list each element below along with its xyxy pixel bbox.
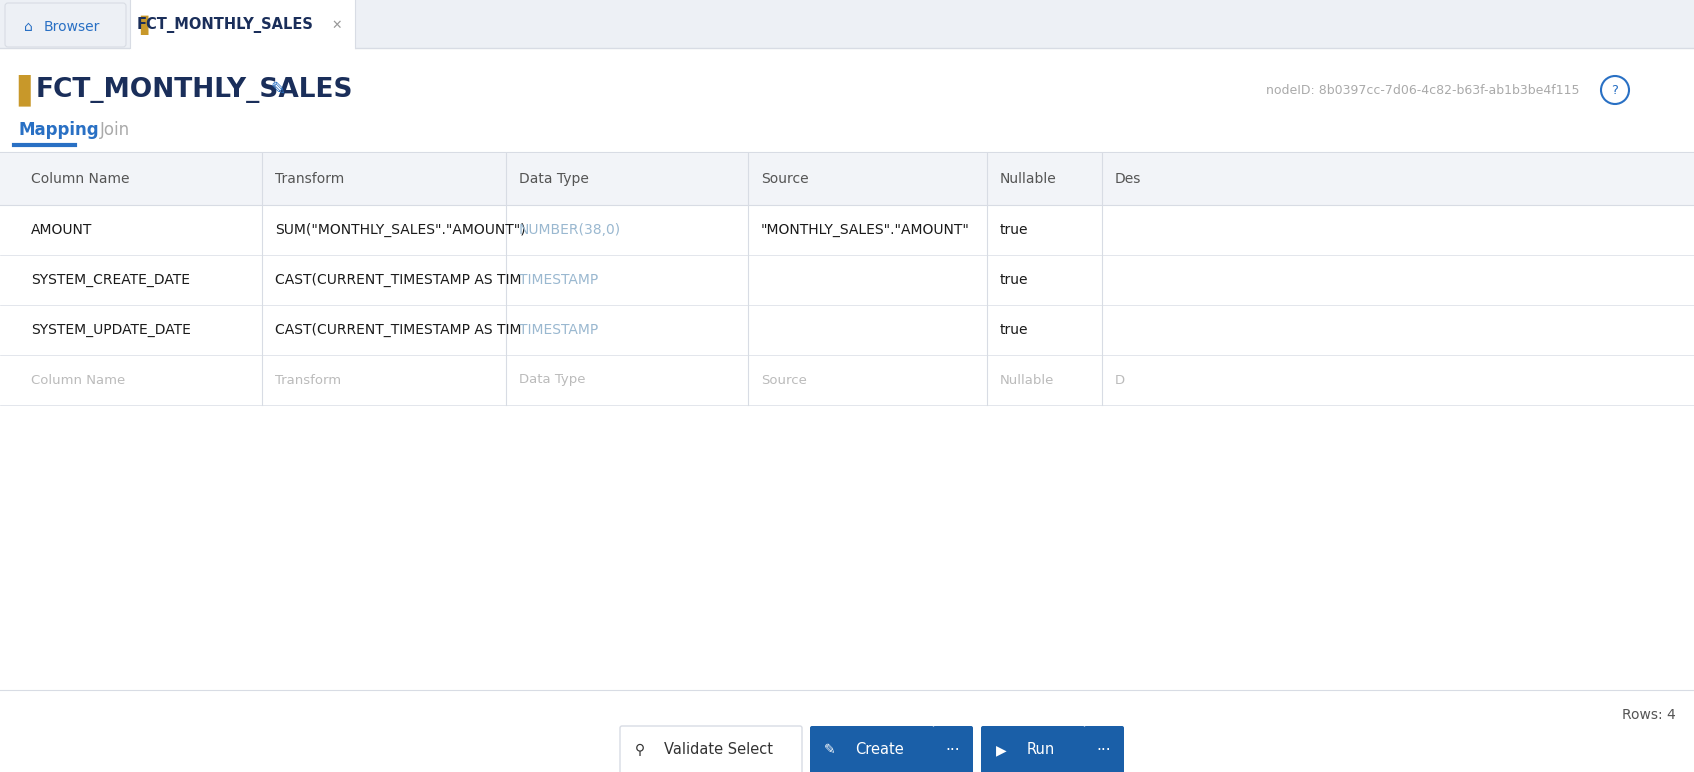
- Text: Transform: Transform: [274, 374, 340, 387]
- Text: ?: ?: [1611, 83, 1618, 96]
- Text: true: true: [999, 223, 1028, 237]
- Text: Data Type: Data Type: [518, 374, 586, 387]
- Text: "MONTHLY_SALES"."AMOUNT": "MONTHLY_SALES"."AMOUNT": [761, 223, 971, 237]
- Text: ⚲: ⚲: [635, 743, 645, 757]
- FancyBboxPatch shape: [1084, 726, 1125, 772]
- Text: Create: Create: [855, 743, 905, 757]
- Text: true: true: [999, 323, 1028, 337]
- Text: TIMESTAMP: TIMESTAMP: [518, 323, 598, 337]
- Text: ···: ···: [1096, 743, 1111, 757]
- Text: CAST(CURRENT_TIMESTAMP AS TIM: CAST(CURRENT_TIMESTAMP AS TIM: [274, 323, 522, 337]
- Text: Browser: Browser: [44, 20, 100, 34]
- Text: Nullable: Nullable: [999, 374, 1054, 387]
- FancyBboxPatch shape: [130, 0, 356, 50]
- FancyBboxPatch shape: [0, 355, 1694, 405]
- Text: SYSTEM_CREATE_DATE: SYSTEM_CREATE_DATE: [30, 273, 190, 287]
- FancyBboxPatch shape: [933, 726, 972, 772]
- Text: Validate Select: Validate Select: [664, 743, 774, 757]
- Text: CAST(CURRENT_TIMESTAMP AS TIM: CAST(CURRENT_TIMESTAMP AS TIM: [274, 273, 522, 287]
- FancyBboxPatch shape: [0, 205, 1694, 255]
- Text: Column Name: Column Name: [30, 374, 125, 387]
- Text: ···: ···: [945, 743, 960, 757]
- Text: ✎: ✎: [825, 743, 835, 757]
- FancyBboxPatch shape: [0, 305, 1694, 355]
- Text: Data Type: Data Type: [518, 172, 590, 186]
- Text: Mapping: Mapping: [19, 121, 98, 139]
- FancyBboxPatch shape: [981, 726, 1084, 772]
- Text: ▶: ▶: [996, 743, 1006, 757]
- Text: D: D: [1115, 374, 1125, 387]
- Text: ✎: ✎: [271, 81, 286, 99]
- FancyBboxPatch shape: [0, 153, 1694, 205]
- Text: Source: Source: [761, 374, 806, 387]
- Text: FCT_MONTHLY_SALES: FCT_MONTHLY_SALES: [137, 17, 313, 33]
- Text: Join: Join: [100, 121, 130, 139]
- Text: FCT_MONTHLY_SALES: FCT_MONTHLY_SALES: [36, 77, 354, 103]
- Text: ✕: ✕: [332, 19, 342, 32]
- Text: ⌂: ⌂: [24, 20, 32, 34]
- FancyBboxPatch shape: [0, 48, 1694, 772]
- FancyBboxPatch shape: [810, 726, 933, 772]
- Text: Nullable: Nullable: [999, 172, 1057, 186]
- Text: TIMESTAMP: TIMESTAMP: [518, 273, 598, 287]
- Text: ▌: ▌: [141, 15, 156, 35]
- Text: SYSTEM_UPDATE_DATE: SYSTEM_UPDATE_DATE: [30, 323, 191, 337]
- FancyBboxPatch shape: [620, 726, 801, 772]
- FancyBboxPatch shape: [5, 3, 125, 47]
- Text: nodeID: 8b0397cc-7d06-4c82-b63f-ab1b3be4f115: nodeID: 8b0397cc-7d06-4c82-b63f-ab1b3be4…: [1267, 83, 1581, 96]
- Text: Transform: Transform: [274, 172, 344, 186]
- Text: Column Name: Column Name: [30, 172, 129, 186]
- FancyBboxPatch shape: [0, 255, 1694, 305]
- Text: ▌: ▌: [19, 74, 41, 106]
- Text: Des: Des: [1115, 172, 1142, 186]
- Text: Run: Run: [1027, 743, 1055, 757]
- Text: Rows: 4: Rows: 4: [1623, 708, 1675, 722]
- Text: NUMBER(38,0): NUMBER(38,0): [518, 223, 622, 237]
- Text: Source: Source: [761, 172, 808, 186]
- Text: SUM("MONTHLY_SALES"."AMOUNT"): SUM("MONTHLY_SALES"."AMOUNT"): [274, 223, 525, 237]
- Text: true: true: [999, 273, 1028, 287]
- Text: AMOUNT: AMOUNT: [30, 223, 93, 237]
